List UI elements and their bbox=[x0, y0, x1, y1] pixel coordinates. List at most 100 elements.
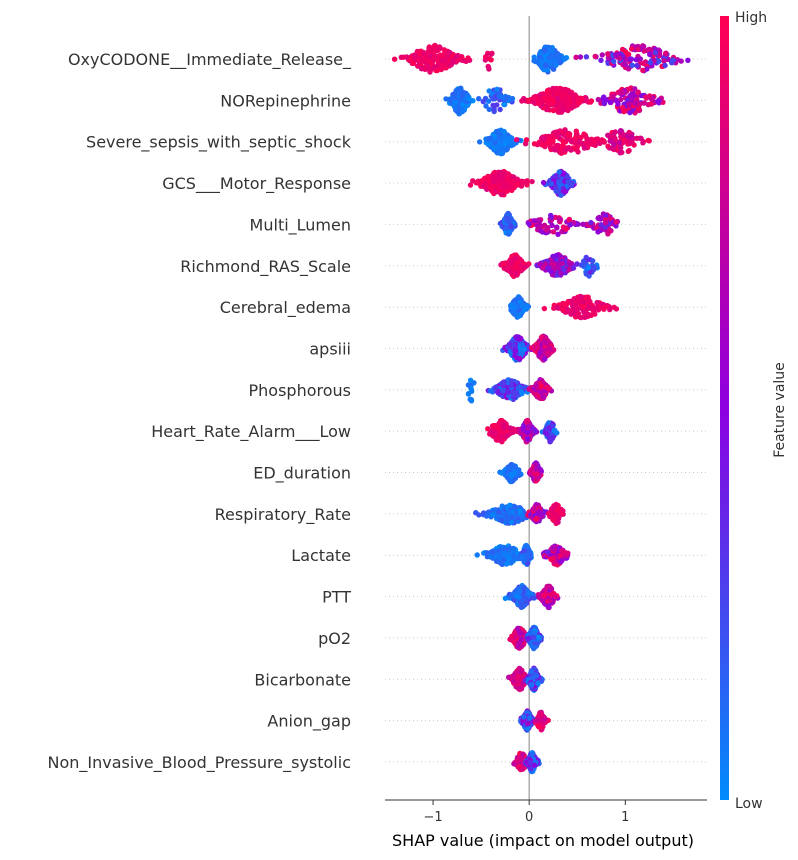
shap-point bbox=[574, 144, 580, 151]
shap-point bbox=[635, 46, 641, 53]
shap-point bbox=[522, 264, 528, 270]
shap-point bbox=[498, 173, 504, 179]
shap-point bbox=[622, 61, 628, 68]
shap-point bbox=[498, 433, 504, 439]
shap-point bbox=[431, 54, 437, 60]
shap-point bbox=[513, 255, 519, 261]
shap-point bbox=[629, 139, 635, 146]
feature-row-points bbox=[502, 582, 561, 611]
shap-point bbox=[523, 137, 530, 143]
shap-point bbox=[663, 51, 669, 57]
shap-point bbox=[628, 46, 635, 52]
shap-point bbox=[507, 264, 513, 271]
feature-row-points bbox=[465, 377, 555, 404]
shap-point bbox=[567, 90, 573, 96]
shap-point bbox=[497, 106, 503, 113]
shap-point bbox=[467, 396, 473, 402]
shap-point bbox=[575, 96, 581, 102]
shap-point bbox=[533, 461, 539, 468]
shap-point bbox=[565, 107, 571, 114]
shap-point bbox=[533, 342, 540, 349]
shap-point bbox=[612, 135, 618, 142]
shap-point bbox=[544, 97, 550, 104]
shap-point bbox=[505, 185, 511, 191]
shap-point bbox=[488, 57, 494, 63]
shap-point bbox=[548, 181, 555, 187]
shap-point bbox=[591, 265, 597, 271]
shap-point bbox=[410, 60, 417, 67]
shap-point bbox=[521, 548, 527, 554]
shap-point bbox=[633, 57, 639, 63]
shap-point bbox=[678, 58, 684, 64]
shap-point bbox=[557, 553, 563, 559]
shap-point bbox=[546, 55, 552, 61]
shap-point bbox=[605, 143, 611, 149]
shap-point bbox=[493, 385, 499, 391]
shap-point bbox=[507, 425, 514, 431]
shap-point bbox=[477, 139, 483, 145]
shap-point bbox=[647, 59, 653, 66]
shap-point bbox=[546, 424, 552, 431]
shap-point bbox=[506, 554, 512, 560]
feature-row-points bbox=[485, 417, 560, 445]
shap-point bbox=[438, 58, 445, 64]
shap-point bbox=[568, 138, 574, 144]
shap-point bbox=[498, 191, 505, 198]
shap-point bbox=[601, 100, 607, 107]
shap-point bbox=[656, 98, 662, 104]
shap-point bbox=[419, 57, 425, 63]
shap-point bbox=[641, 100, 647, 106]
shap-point bbox=[576, 298, 582, 305]
shap-point bbox=[516, 334, 522, 340]
shap-point bbox=[594, 299, 600, 306]
shap-point bbox=[486, 88, 492, 94]
shap-point bbox=[552, 514, 558, 521]
shap-point bbox=[533, 515, 539, 522]
feature-row-points bbox=[474, 542, 571, 568]
shap-point bbox=[542, 62, 549, 69]
shap-point bbox=[457, 97, 463, 104]
row-guide-lines bbox=[385, 58, 707, 763]
feature-row-points bbox=[473, 501, 566, 527]
feature-row-points bbox=[508, 293, 620, 321]
shap-point bbox=[497, 131, 504, 138]
shap-point bbox=[480, 98, 486, 105]
shap-point bbox=[486, 106, 492, 113]
shap-point bbox=[661, 58, 667, 64]
shap-point bbox=[538, 228, 544, 234]
shap-point bbox=[502, 101, 508, 108]
shap-point bbox=[595, 96, 601, 103]
shap-point bbox=[519, 554, 525, 560]
shap-point bbox=[597, 140, 603, 147]
shap-point bbox=[507, 502, 513, 509]
shap-point bbox=[457, 86, 463, 92]
shap-point bbox=[561, 93, 568, 100]
shap-point bbox=[616, 139, 623, 146]
shap-point bbox=[619, 149, 625, 156]
shap-point bbox=[549, 96, 555, 103]
shap-point bbox=[561, 189, 568, 195]
shap-point bbox=[496, 552, 502, 559]
shap-point bbox=[640, 140, 646, 146]
shap-point bbox=[573, 134, 579, 140]
shap-point bbox=[426, 44, 433, 50]
shap-point bbox=[541, 135, 547, 142]
shap-point bbox=[611, 141, 617, 148]
shap-point bbox=[648, 101, 654, 107]
shap-point bbox=[408, 55, 414, 61]
shap-point bbox=[496, 420, 502, 427]
shap-point bbox=[580, 262, 587, 268]
shap-point bbox=[607, 228, 613, 234]
shap-point bbox=[593, 305, 599, 311]
shap-point bbox=[538, 58, 544, 64]
shap-point bbox=[548, 556, 554, 562]
shap-point bbox=[656, 51, 663, 57]
shap-point bbox=[503, 95, 509, 101]
shap-point bbox=[554, 304, 560, 311]
shap-point bbox=[467, 182, 474, 188]
shap-point bbox=[453, 88, 459, 94]
shap-point bbox=[443, 96, 449, 102]
shap-point bbox=[412, 55, 418, 61]
shap-point bbox=[559, 260, 565, 267]
shap-point bbox=[391, 56, 398, 62]
